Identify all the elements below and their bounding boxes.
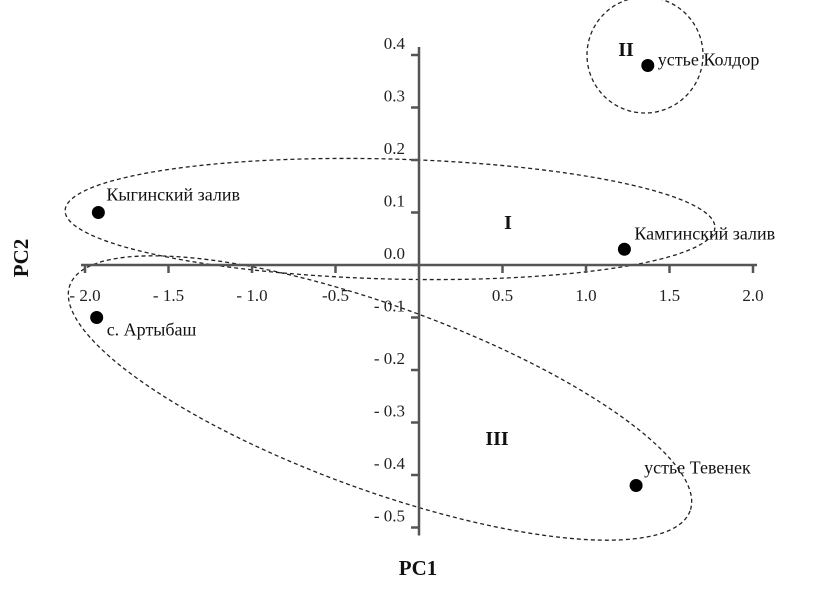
data-point [629,479,643,492]
data-point-label: Камгинский залив [634,223,775,243]
cluster-circle-II [586,0,704,114]
x-tick-label: 1.0 [575,286,596,305]
x-tick-label: - 1.5 [153,286,184,305]
data-point [91,206,105,219]
cluster-ellipse-III [67,255,693,541]
cluster-ellipses [64,0,716,541]
data-point-label: с. Артыбаш [107,320,197,340]
y-tick-label: - 0.5 [374,507,405,526]
x-axis-title: PC1 [399,556,438,580]
y-tick-label: - 0.1 [374,297,405,316]
y-tick-label: - 0.4 [374,454,406,473]
x-tick-label: - 2.0 [69,286,100,305]
y-axis-title: PC2 [9,239,33,278]
data-point [90,311,104,324]
data-point [641,59,655,72]
y-tick-label: 0.3 [384,87,405,106]
data-point-label: Кыгинский залив [106,185,240,205]
data-point-label: устье Тевенек [644,458,751,478]
cluster-label: II [618,39,634,61]
y-tick-label: - 0.3 [374,402,405,421]
data-points: устье Колдор Кыгинский залив Камгинский за… [90,50,775,492]
x-tick-label: - 1.0 [236,286,267,305]
y-tick-label: 0.1 [384,192,405,211]
cluster-label: III [485,428,509,450]
ticks: - 2.0 - 1.5 - 1.0 -0.5 0.5 1.0 1.5 2.0 0.4 0.3 0.2… [69,34,764,529]
x-tick-label: 2.0 [742,286,763,305]
y-tick-label: 0.2 [384,139,405,158]
x-tick-label: 0.5 [492,286,513,305]
x-tick-label: -0.5 [322,286,349,305]
data-point-label: устье Колдор [658,50,760,70]
y-tick-label: - 0.2 [374,349,405,368]
cluster-ellipse-I [64,157,716,281]
y-tick-label: 0.0 [384,244,405,263]
x-tick-label: 1.5 [659,286,680,305]
cluster-label: I [504,212,512,234]
data-point [617,242,631,256]
y-tick-label: 0.4 [384,34,406,53]
